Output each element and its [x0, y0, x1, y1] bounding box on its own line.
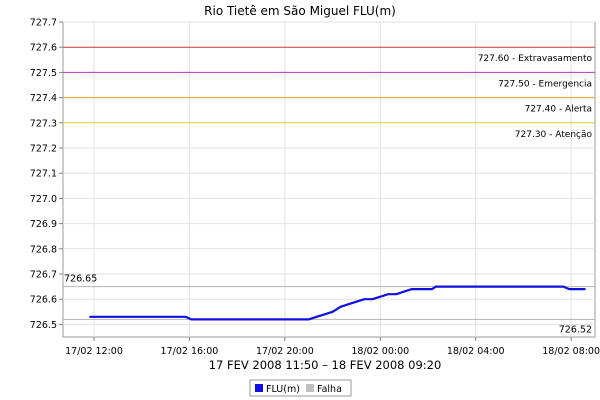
x-tick-label: 17/02 20:00: [256, 346, 314, 357]
x-tick-label: 18/02 04:00: [447, 346, 505, 357]
legend: FLU(m) Falha: [249, 379, 352, 397]
y-tick-label: 727.6: [30, 43, 57, 54]
data-point: [387, 293, 390, 296]
x-tick-label: 18/02 08:00: [542, 346, 600, 357]
y-tick-label: 726.8: [30, 244, 57, 255]
plot-background: [62, 21, 596, 338]
x-tick-label: 17/02 12:00: [65, 346, 123, 357]
reference-label: 726.65: [64, 274, 97, 285]
chart-title: Rio Tietê em São Miguel FLU(m): [204, 4, 396, 18]
y-tick-label: 726.7: [30, 270, 57, 281]
data-point: [307, 318, 310, 321]
y-tick-label: 726.5: [30, 320, 57, 331]
y-tick-label: 727.2: [30, 144, 57, 155]
data-point: [355, 300, 358, 303]
y-tick-label: 727.1: [30, 169, 57, 180]
y-tick-label: 727.7: [30, 18, 57, 29]
threshold-label: 727.40 - Alerta: [525, 105, 592, 115]
data-point: [395, 293, 398, 296]
data-point: [371, 298, 374, 301]
data-point: [431, 288, 433, 291]
y-tick-label: 726.9: [30, 219, 57, 230]
y-tick-label: 727.3: [30, 118, 57, 129]
data-point: [403, 290, 406, 293]
data-point: [89, 315, 91, 318]
data-point: [379, 295, 382, 298]
data-point: [584, 288, 586, 291]
data-point: [190, 318, 193, 321]
x-tick-label: 17/02 16:00: [161, 346, 219, 357]
data-point: [363, 298, 366, 301]
data-point: [331, 310, 334, 313]
data-point: [339, 305, 342, 308]
data-point: [184, 315, 187, 318]
threshold-label: 727.30 - Atenção: [515, 130, 593, 140]
legend-swatch: [306, 384, 314, 392]
y-tick-label: 727.5: [30, 68, 57, 79]
legend-box: [249, 379, 352, 397]
threshold-label: 727.50 - Emergencia: [498, 79, 592, 89]
y-tick-label: 727.0: [30, 194, 57, 205]
y-tick-label: 727.4: [30, 93, 57, 104]
reference-label: 726.52: [559, 324, 592, 335]
data-point: [323, 313, 326, 316]
legend-label: Falha: [317, 384, 342, 395]
plot-area: 726.5 726.6 726.7 726.8 726.9 727.0 727.1 727.2…: [30, 18, 600, 358]
threshold-label: 727.60 - Extravasamento: [478, 54, 593, 64]
data-point: [568, 288, 571, 291]
series-line: [90, 285, 585, 321]
chart-subtitle: 17 FEV 2008 11:50 – 18 FEV 2008 09:20: [209, 358, 442, 372]
data-point: [434, 285, 437, 288]
data-point: [411, 288, 413, 291]
legend-swatch: [255, 384, 263, 392]
data-point: [562, 285, 565, 288]
y-tick-label: 726.6: [30, 295, 57, 306]
legend-label: FLU(m): [266, 384, 300, 395]
x-tick-label: 18/02 00:00: [351, 346, 409, 357]
data-point: [347, 303, 350, 306]
data-point: [315, 315, 318, 318]
